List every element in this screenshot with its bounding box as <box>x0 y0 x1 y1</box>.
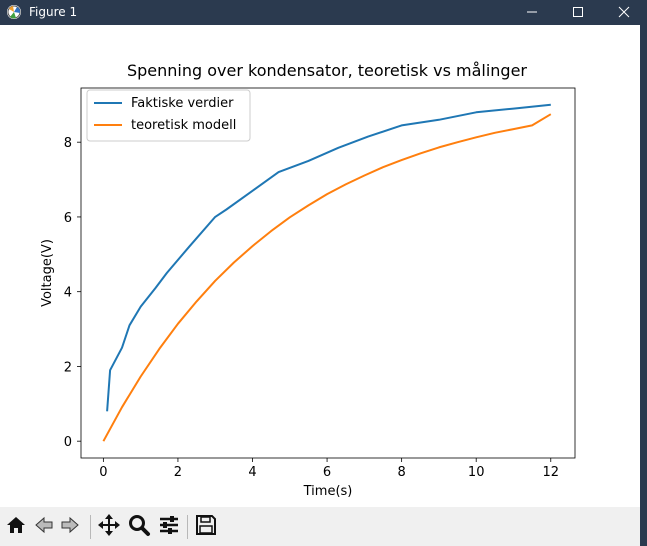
window-title: Figure 1 <box>29 5 78 19</box>
x-tick-label: 2 <box>174 465 182 480</box>
x-tick-label: 4 <box>248 465 256 480</box>
y-tick-label: 6 <box>64 211 72 226</box>
maximize-button[interactable] <box>555 0 601 25</box>
back-arrow-icon <box>33 514 55 540</box>
y-axis-ticks: 0 2 4 6 8 <box>64 136 81 450</box>
minimize-icon <box>526 3 538 22</box>
forward-arrow-icon <box>59 514 81 540</box>
configure-subplots-icon <box>157 513 181 541</box>
y-tick-label: 4 <box>64 286 72 301</box>
maximize-icon <box>572 3 584 22</box>
legend-label-faktiske-verdier: Faktiske verdier <box>131 96 234 111</box>
legend-box <box>86 89 251 142</box>
y-tick-label: 2 <box>64 360 72 375</box>
toolbar-separator <box>187 515 188 539</box>
x-axis-label: Time(s) <box>303 484 353 499</box>
toolbar-separator <box>90 515 91 539</box>
navigation-toolbar <box>0 507 640 546</box>
window-titlebar: Figure 1 <box>0 0 647 25</box>
pan-button[interactable] <box>97 513 121 541</box>
matplotlib-figure-icon <box>6 4 22 20</box>
window-edge <box>640 25 647 546</box>
forward-button[interactable] <box>58 515 82 539</box>
chart-title: Spenning over kondensator, teoretisk vs … <box>127 61 527 80</box>
close-icon <box>618 3 630 22</box>
x-tick-label: 6 <box>323 465 331 480</box>
x-tick-label: 12 <box>542 465 559 480</box>
pan-move-icon <box>97 513 121 541</box>
x-tick-label: 10 <box>468 465 485 480</box>
y-tick-label: 0 <box>64 435 72 450</box>
x-tick-label: 0 <box>99 465 107 480</box>
x-axis-ticks: 0 2 4 6 8 10 12 <box>99 458 559 480</box>
x-tick-label: 8 <box>397 465 405 480</box>
legend: Faktiske verdier teoretisk modell <box>86 89 251 142</box>
home-icon <box>5 514 27 540</box>
zoom-button[interactable] <box>127 515 151 539</box>
series-line-faktiske-verdier <box>106 103 551 412</box>
axes-frame <box>80 87 576 459</box>
figure-canvas[interactable]: Spenning over kondensator, teoretisk vs … <box>0 25 640 507</box>
back-button[interactable] <box>32 515 56 539</box>
line-chart: Spenning over kondensator, teoretisk vs … <box>40 61 576 499</box>
y-axis-label: Voltage(V) <box>40 239 55 307</box>
close-button[interactable] <box>601 0 647 25</box>
legend-label-teoretisk-modell: teoretisk modell <box>131 118 236 133</box>
series-line-teoretisk-modell <box>102 113 552 442</box>
configure-subplots-button[interactable] <box>157 515 181 539</box>
save-button[interactable] <box>194 515 218 539</box>
minimize-button[interactable] <box>509 0 555 25</box>
home-button[interactable] <box>4 515 28 539</box>
y-tick-label: 8 <box>64 136 72 151</box>
zoom-magnifier-icon <box>127 513 151 541</box>
save-floppy-icon <box>195 514 217 540</box>
